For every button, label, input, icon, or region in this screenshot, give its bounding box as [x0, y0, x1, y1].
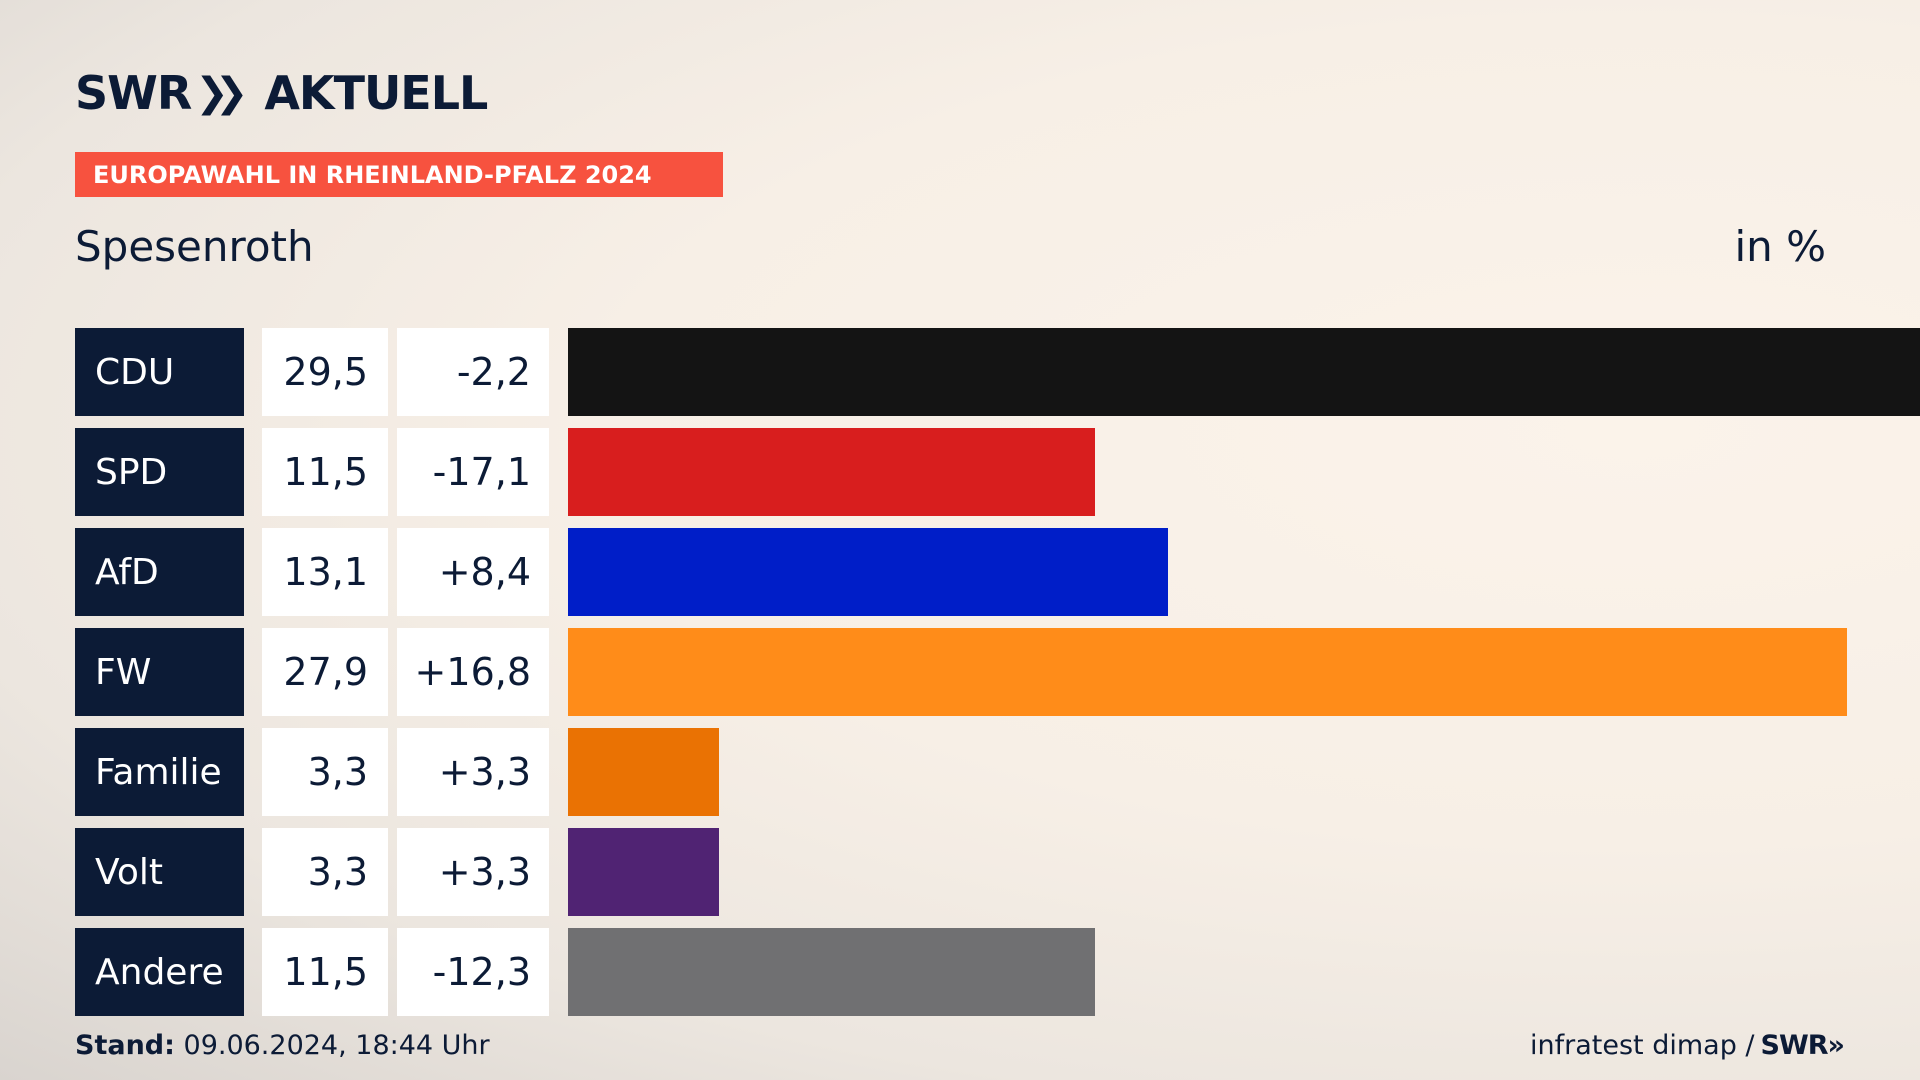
party-label: Andere	[75, 928, 244, 1016]
bar-fw	[568, 628, 1847, 716]
change-value: +3,3	[397, 828, 549, 916]
source-text: infratest dimap /	[1530, 1030, 1755, 1061]
party-label: Familie	[75, 728, 244, 816]
source-swr-logo: SWR»	[1760, 1030, 1845, 1061]
bar-spd	[568, 428, 1095, 516]
location-title: Spesenroth	[75, 222, 314, 271]
party-label: AfD	[75, 528, 244, 616]
party-label: SPD	[75, 428, 244, 516]
party-label: Volt	[75, 828, 244, 916]
logo-chevrons-icon: ❯❯	[195, 70, 248, 116]
bar-volt	[568, 828, 719, 916]
vote-share-value: 27,9	[262, 628, 388, 716]
bar-afd	[568, 528, 1168, 616]
vote-share-value: 29,5	[262, 328, 388, 416]
bar-familie	[568, 728, 719, 816]
party-label: CDU	[75, 328, 244, 416]
change-value: -17,1	[397, 428, 549, 516]
source-credit: infratest dimap / SWR»	[1530, 1030, 1845, 1061]
change-value: +3,3	[397, 728, 549, 816]
swr-aktuell-logo: SWR ❯❯ AKTUELL	[75, 66, 488, 120]
bar-cdu	[568, 328, 1920, 416]
change-value: +16,8	[397, 628, 549, 716]
election-banner: EUROPAWAHL IN RHEINLAND-PFALZ 2024	[75, 152, 723, 197]
change-value: -12,3	[397, 928, 549, 1016]
stand-value: 09.06.2024, 18:44 Uhr	[183, 1030, 490, 1061]
bar-andere	[568, 928, 1095, 1016]
timestamp: Stand: 09.06.2024, 18:44 Uhr	[75, 1030, 490, 1061]
change-value: -2,2	[397, 328, 549, 416]
party-label: FW	[75, 628, 244, 716]
logo-swr: SWR	[75, 66, 192, 120]
unit-label: in %	[1734, 222, 1826, 271]
vote-share-value: 3,3	[262, 728, 388, 816]
stand-label: Stand:	[75, 1030, 175, 1061]
vote-share-value: 11,5	[262, 928, 388, 1016]
vote-share-value: 3,3	[262, 828, 388, 916]
logo-product: AKTUELL	[264, 66, 488, 120]
vote-share-value: 11,5	[262, 428, 388, 516]
change-value: +8,4	[397, 528, 549, 616]
vote-share-value: 13,1	[262, 528, 388, 616]
